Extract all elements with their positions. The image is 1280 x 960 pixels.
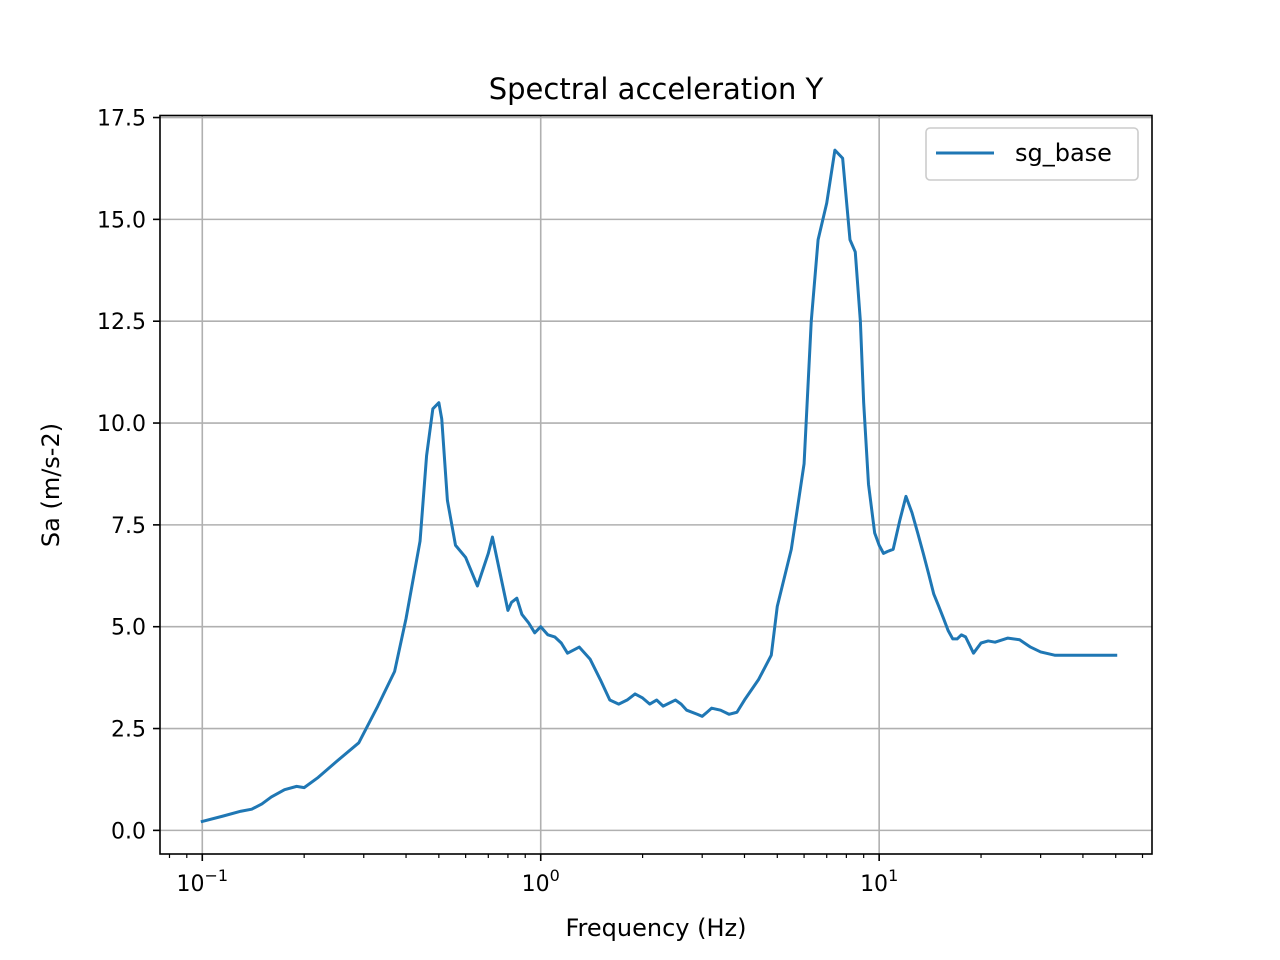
legend-frame (925, 127, 1139, 181)
y-tick-label: 5.0 (111, 616, 146, 641)
x-tick-label-exponent: 1 (888, 866, 898, 885)
x-tick-label-base: 10 (860, 872, 888, 897)
x-tick-label: 101 (860, 866, 898, 897)
legend-label-sg_base: sg_base (1015, 139, 1112, 167)
x-tick-label: 100 (522, 866, 560, 897)
grid-lines (160, 115, 1152, 854)
x-axis-label: Frequency (Hz) (566, 914, 747, 942)
y-tick-label: 15.0 (97, 208, 146, 233)
x-tick-label-exponent: −1 (204, 866, 228, 885)
y-tick-label: 2.5 (111, 718, 146, 743)
y-tick-label: 17.5 (97, 107, 146, 132)
legend: sg_base (925, 127, 1139, 181)
series-layer (200, 148, 1118, 824)
y-axis-label: Sa (m/s-2) (37, 423, 65, 547)
x-tick-label-base: 10 (522, 872, 550, 897)
y-tick-label: 0.0 (111, 819, 146, 844)
x-tick-label: 10−1 (176, 866, 228, 897)
series-line-sg_base (200, 148, 1118, 824)
x-tick-label-exponent: 0 (550, 866, 560, 885)
y-tick-label: 7.5 (111, 514, 146, 539)
y-tick-label: 10.0 (97, 412, 146, 437)
plot-area-frame (159, 114, 1153, 855)
x-tick-label-base: 10 (176, 872, 204, 897)
y-tick-label: 12.5 (97, 310, 146, 335)
chart-title: Spectral acceleration Y (489, 72, 824, 106)
